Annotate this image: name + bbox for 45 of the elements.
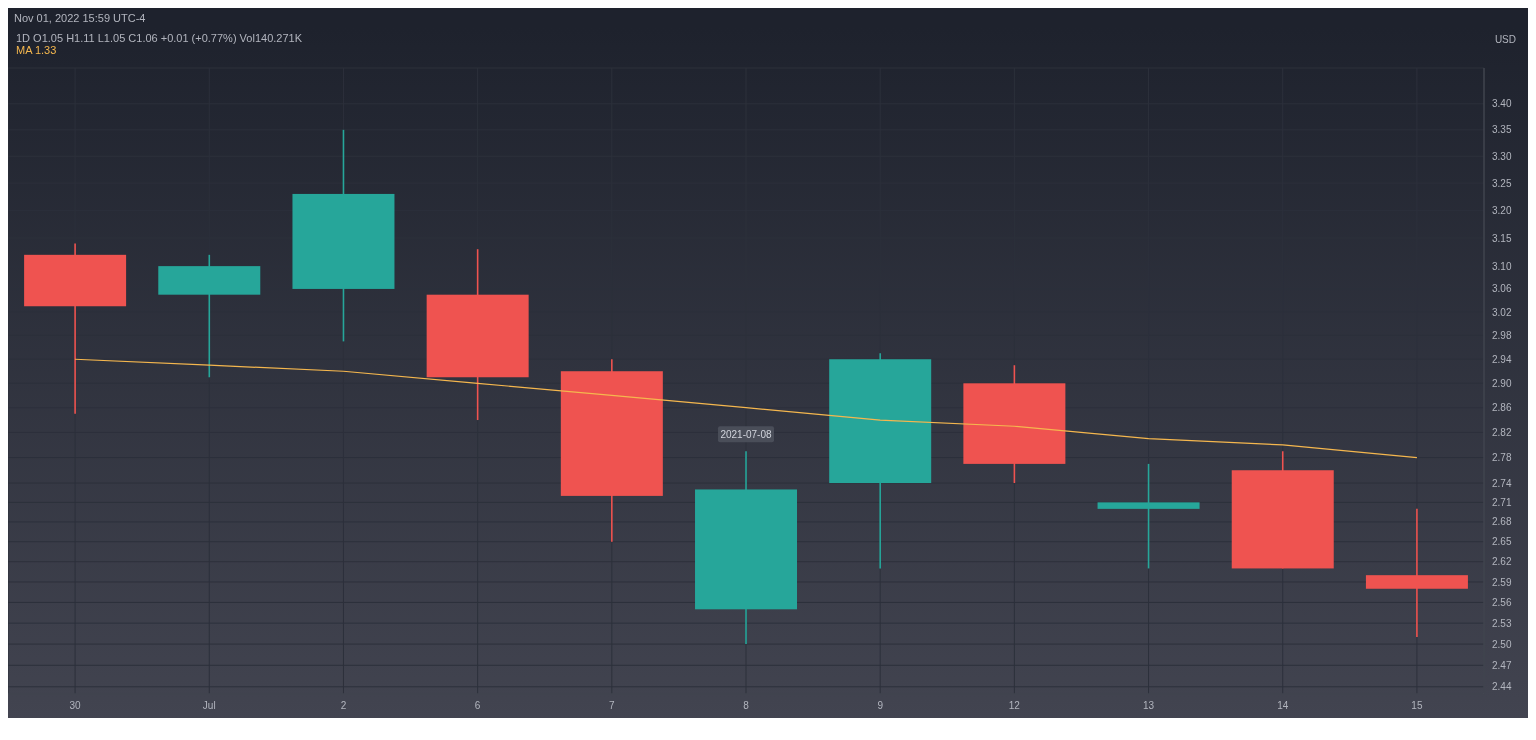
y-tick-label: 3.30	[1492, 150, 1512, 162]
line-series	[74, 358, 1418, 459]
x-tick-label: 9	[877, 700, 884, 712]
y-tick-label: 3.15	[1492, 232, 1512, 244]
y-tick-label: 3.40	[1492, 98, 1512, 110]
y-tick-label: 2.86	[1492, 402, 1512, 414]
x-tick-label: Jul	[202, 700, 216, 712]
text: MA 1.33	[16, 44, 58, 56]
y-tick-label: 2.98	[1492, 330, 1512, 342]
y-tick-label: 2.74	[1492, 477, 1512, 489]
y-tick-label: 3.35	[1492, 124, 1512, 136]
y-tick-label: 2.50	[1492, 638, 1512, 650]
x-tick-label: 6	[474, 700, 481, 712]
x-tick-label: 8	[743, 700, 750, 712]
y-axis-title: USD	[1494, 34, 1516, 45]
y-tick-label: 2.90	[1492, 377, 1512, 389]
y-tick-label: 2.62	[1492, 556, 1512, 568]
y-tick-label: 2.65	[1492, 536, 1512, 548]
y-tick-label: 2.68	[1492, 516, 1512, 528]
y-tick-label: 2.94	[1492, 353, 1512, 365]
y-tick-label: 2.56	[1492, 596, 1512, 608]
text: Nov 01, 2022 15:59 UTC-4	[13, 11, 147, 26]
x-tick-label: 13	[1142, 700, 1155, 712]
y-tick-label: 3.20	[1492, 204, 1512, 216]
y-tick-label: 2.53	[1492, 617, 1512, 629]
x-tick-label: 15	[1411, 700, 1423, 712]
y-tick-label: 2.78	[1492, 452, 1512, 464]
y-tick-label: 3.10	[1492, 260, 1512, 272]
y-tick-label: 2.44	[1492, 681, 1512, 693]
y-tick-label: 2.82	[1492, 427, 1512, 439]
x-tick-label: 12	[1008, 700, 1021, 712]
y-tick-label: 3.02	[1492, 306, 1512, 318]
y-tick-label: 2.71	[1492, 496, 1512, 508]
x-tick-label: 7	[609, 700, 616, 712]
x-tick-label: 30	[69, 700, 82, 712]
y-tick-label: 2.47	[1492, 659, 1512, 671]
annotation: 2021-07-08	[720, 429, 773, 441]
x-tick-label: 2	[340, 700, 347, 712]
x-tick-label: 14	[1277, 700, 1289, 712]
chart-title: 1D O1.05 H1.11 L1.05 C1.06 +0.01 (+0.77%) Vol140.271K	[16, 32, 302, 44]
y-tick-label: 2.59	[1492, 576, 1512, 588]
y-tick-label: 3.25	[1492, 177, 1512, 189]
candlestick	[1097, 463, 1200, 570]
y-tick-label: 3.06	[1492, 283, 1512, 295]
candlestick	[1365, 508, 1468, 638]
